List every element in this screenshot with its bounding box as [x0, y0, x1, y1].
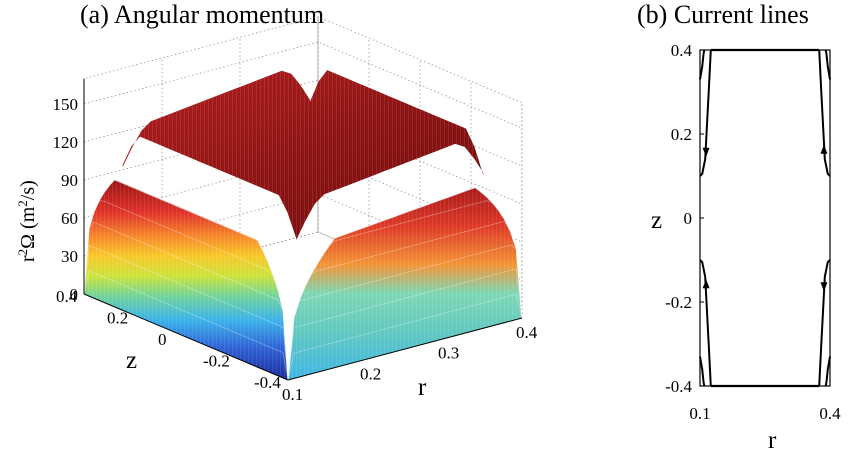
surface-z-tick: 60: [61, 209, 78, 228]
contour-front: [287, 244, 523, 381]
lines-y-tick: 0.4: [671, 41, 693, 60]
current-line: [699, 49, 706, 80]
surface-front-hatch: [288, 187, 522, 380]
lines-y-tick: 0: [684, 209, 693, 228]
grid-wall-right: [317, 16, 523, 319]
lines-y-tick: 0.2: [671, 125, 692, 144]
surface-y-tick: -0.2: [203, 352, 230, 371]
panel-a-title: (a) Angular momentum: [80, 0, 325, 29]
contour-left: [83, 200, 289, 381]
current-line: [699, 356, 706, 387]
current-line: [824, 356, 831, 387]
contour-front: [287, 187, 523, 381]
surface-y-tick: -0.4: [254, 373, 281, 392]
surface-top-hatch: [122, 70, 484, 241]
surface-x-tick: 0.1: [282, 385, 303, 404]
surface-left-hatch: [84, 179, 289, 380]
current-line: [699, 49, 712, 177]
surface-x-tick: 0.3: [438, 344, 459, 363]
grid-line-z: [83, 41, 523, 129]
surface-z-tick: 150: [53, 95, 79, 114]
current-line: [699, 259, 712, 387]
surface-y-tick: 0.2: [107, 309, 128, 328]
contour-front: [287, 268, 523, 381]
surface-layer: [83, 16, 523, 381]
surface-plot: 0.1 0.2 0.3 0.4 0.4 0.2 0 -0.2 -0.4 0 30 60 90 120 150…: [15, 16, 538, 404]
contour-left: [83, 179, 289, 381]
contour-left: [83, 270, 289, 381]
surface-ticks: 0.1 0.2 0.3 0.4 0.4 0.2 0 -0.2 -0.4 0 30 60 90 120 150: [53, 78, 538, 404]
surface-y-tick: 0: [158, 330, 167, 349]
lines-y-label: z: [651, 207, 662, 234]
surface-x-tick: 0.4: [516, 323, 538, 342]
surface-x-label: r: [418, 374, 427, 401]
current-arrow: [702, 279, 710, 289]
lines-y-tick: -0.4: [665, 377, 692, 396]
surface-x-tick: 0.2: [360, 364, 381, 383]
contour-front: [287, 293, 523, 381]
current-arrow: [820, 282, 828, 292]
surface-z-tick: 30: [61, 247, 78, 266]
current-line: [824, 49, 831, 80]
lines-ticks: 0.4 0.2 0 -0.2 -0.4 0.1 0.4: [665, 41, 841, 423]
grid-line-z: [83, 117, 523, 205]
surface-z-tick: 90: [61, 171, 78, 190]
lines-x-tick: 0.4: [819, 404, 841, 423]
contour-left: [83, 179, 289, 381]
surface-y-label: z: [126, 347, 137, 374]
axis-r: [287, 317, 523, 381]
contour-front: [287, 187, 523, 381]
contour-left: [83, 244, 289, 381]
axis-z: [83, 293, 289, 381]
lines-axes-box: [699, 49, 831, 387]
lines-x-tick: 0.1: [689, 404, 710, 423]
contour-front: [287, 200, 523, 381]
surface-y-tick: 0.4: [56, 287, 78, 306]
contour-front: [287, 220, 523, 381]
panel-b-title: (b) Current lines: [637, 0, 809, 29]
current-arrow: [702, 147, 710, 157]
lines-x-label: r: [768, 427, 777, 453]
lines-y-tick: -0.2: [665, 293, 692, 312]
lines-layer: [699, 48, 831, 388]
contour-left: [83, 221, 289, 381]
surface-z-label: r2Ω (m2/s): [15, 180, 39, 262]
surface-z-tick: 120: [53, 133, 79, 152]
contour-left: [83, 179, 289, 381]
current-arrow: [820, 144, 828, 154]
surface-z-tick: 0: [70, 285, 79, 304]
